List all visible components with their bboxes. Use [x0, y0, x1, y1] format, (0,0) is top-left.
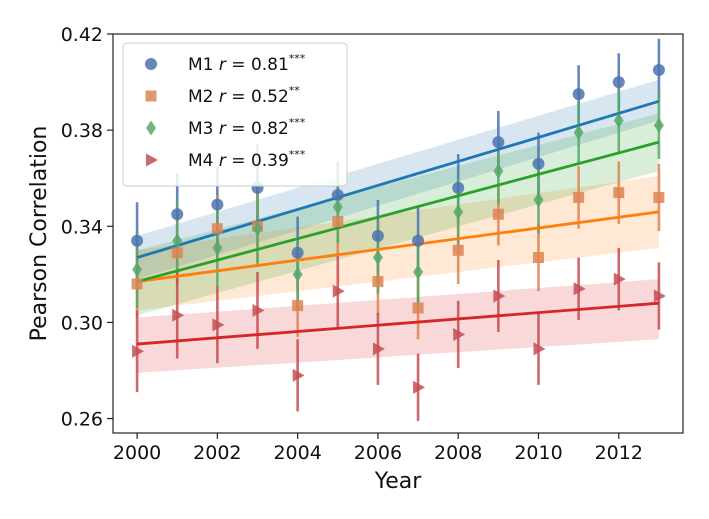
marker-m4 [132, 344, 145, 358]
plot-frame [112, 33, 684, 434]
marker-m1 [412, 234, 425, 247]
marker-m4 [413, 380, 426, 394]
marker-m3 [653, 117, 664, 133]
y-tick-label: 0.42 [61, 24, 103, 46]
marker-m3 [252, 221, 263, 237]
marker-m4 [573, 282, 586, 296]
marker-m2 [332, 215, 344, 227]
marker-m1 [371, 229, 384, 242]
legend-label-m3: M3 r = 0.82*** [188, 116, 306, 139]
legend-label-m1: M1 r = 0.81*** [188, 52, 306, 75]
x-tick-label: 2010 [514, 442, 562, 464]
marker-m3 [212, 240, 223, 256]
marker-m1 [291, 246, 304, 259]
marker-m1 [171, 208, 184, 221]
marker-m2 [532, 252, 544, 264]
marker-m1 [131, 234, 144, 247]
marker-m4 [653, 289, 666, 303]
legend: M1 r = 0.81*** M2 r = 0.52** M3 r = 0.82**… [122, 42, 348, 187]
marker-m2 [492, 208, 504, 220]
marker-m2 [211, 223, 223, 235]
x-tick-label: 2002 [193, 442, 241, 464]
legend-box [122, 42, 348, 187]
x-axis-title: Year [374, 469, 423, 494]
marker-m4 [533, 342, 546, 356]
marker-m3 [172, 233, 183, 249]
band-m4 [137, 279, 659, 373]
marker-m3 [573, 125, 584, 141]
y-axis-title: Pearson Correlation [27, 126, 52, 342]
marker-m4 [613, 272, 626, 286]
marker-m2 [653, 191, 665, 203]
band-m2 [137, 175, 659, 311]
legend-marker-m2 [145, 90, 157, 102]
marker-m3 [613, 113, 624, 129]
x-tick-label: 2000 [113, 442, 161, 464]
legend-label-m4: M4 r = 0.39*** [188, 148, 306, 171]
marker-m4 [453, 327, 466, 341]
fit-line-m1 [136, 99, 660, 259]
marker-m2 [452, 244, 464, 256]
axis-ticks: 2000 2002 2004 2006 2008 2010 2012 0.26 0.30 0.34… [61, 24, 643, 464]
fit-lines [136, 99, 660, 346]
marker-m4 [172, 308, 185, 322]
marker-m2 [613, 187, 625, 199]
marker-m1 [652, 64, 665, 77]
y-tick-label: 0.26 [61, 409, 103, 431]
y-tick-label: 0.38 [61, 120, 103, 142]
marker-m3 [413, 264, 424, 280]
marker-m2 [372, 276, 384, 288]
y-tick-label: 0.30 [61, 312, 103, 334]
legend-marker-m4 [146, 153, 158, 167]
data-markers [131, 64, 666, 394]
legend-label-m2: M2 r = 0.52** [188, 84, 300, 107]
x-tick-label: 2004 [273, 442, 321, 464]
marker-m2 [573, 191, 585, 203]
marker-m4 [493, 289, 506, 303]
marker-m3 [132, 262, 143, 278]
marker-m4 [292, 368, 305, 382]
legend-marker-m1 [145, 58, 157, 70]
legend-marker-m3 [146, 120, 156, 136]
x-tick-label: 2008 [434, 442, 482, 464]
marker-m3 [453, 204, 464, 220]
marker-m4 [332, 284, 345, 298]
marker-m1 [612, 76, 625, 89]
marker-m1 [532, 157, 545, 170]
fit-line-m3 [136, 140, 660, 283]
marker-m2 [412, 302, 424, 314]
marker-m4 [212, 318, 225, 332]
x-tick-label: 2012 [595, 442, 643, 464]
marker-m3 [292, 266, 303, 282]
marker-m3 [533, 192, 544, 208]
marker-m1 [492, 136, 505, 149]
fit-line-m2 [136, 210, 660, 283]
marker-m2 [131, 278, 143, 290]
marker-m1 [572, 88, 585, 101]
marker-m4 [252, 303, 265, 317]
marker-m4 [372, 342, 385, 356]
marker-m1 [211, 198, 224, 211]
y-tick-label: 0.34 [61, 216, 103, 238]
marker-m1 [331, 189, 344, 202]
marker-m2 [171, 247, 183, 259]
x-tick-label: 2006 [354, 442, 402, 464]
marker-m3 [493, 163, 504, 179]
marker-m1 [452, 181, 465, 194]
marker-m3 [332, 199, 343, 215]
marker-m2 [292, 300, 304, 312]
fit-line-m4 [136, 301, 660, 346]
marker-m3 [372, 250, 383, 266]
